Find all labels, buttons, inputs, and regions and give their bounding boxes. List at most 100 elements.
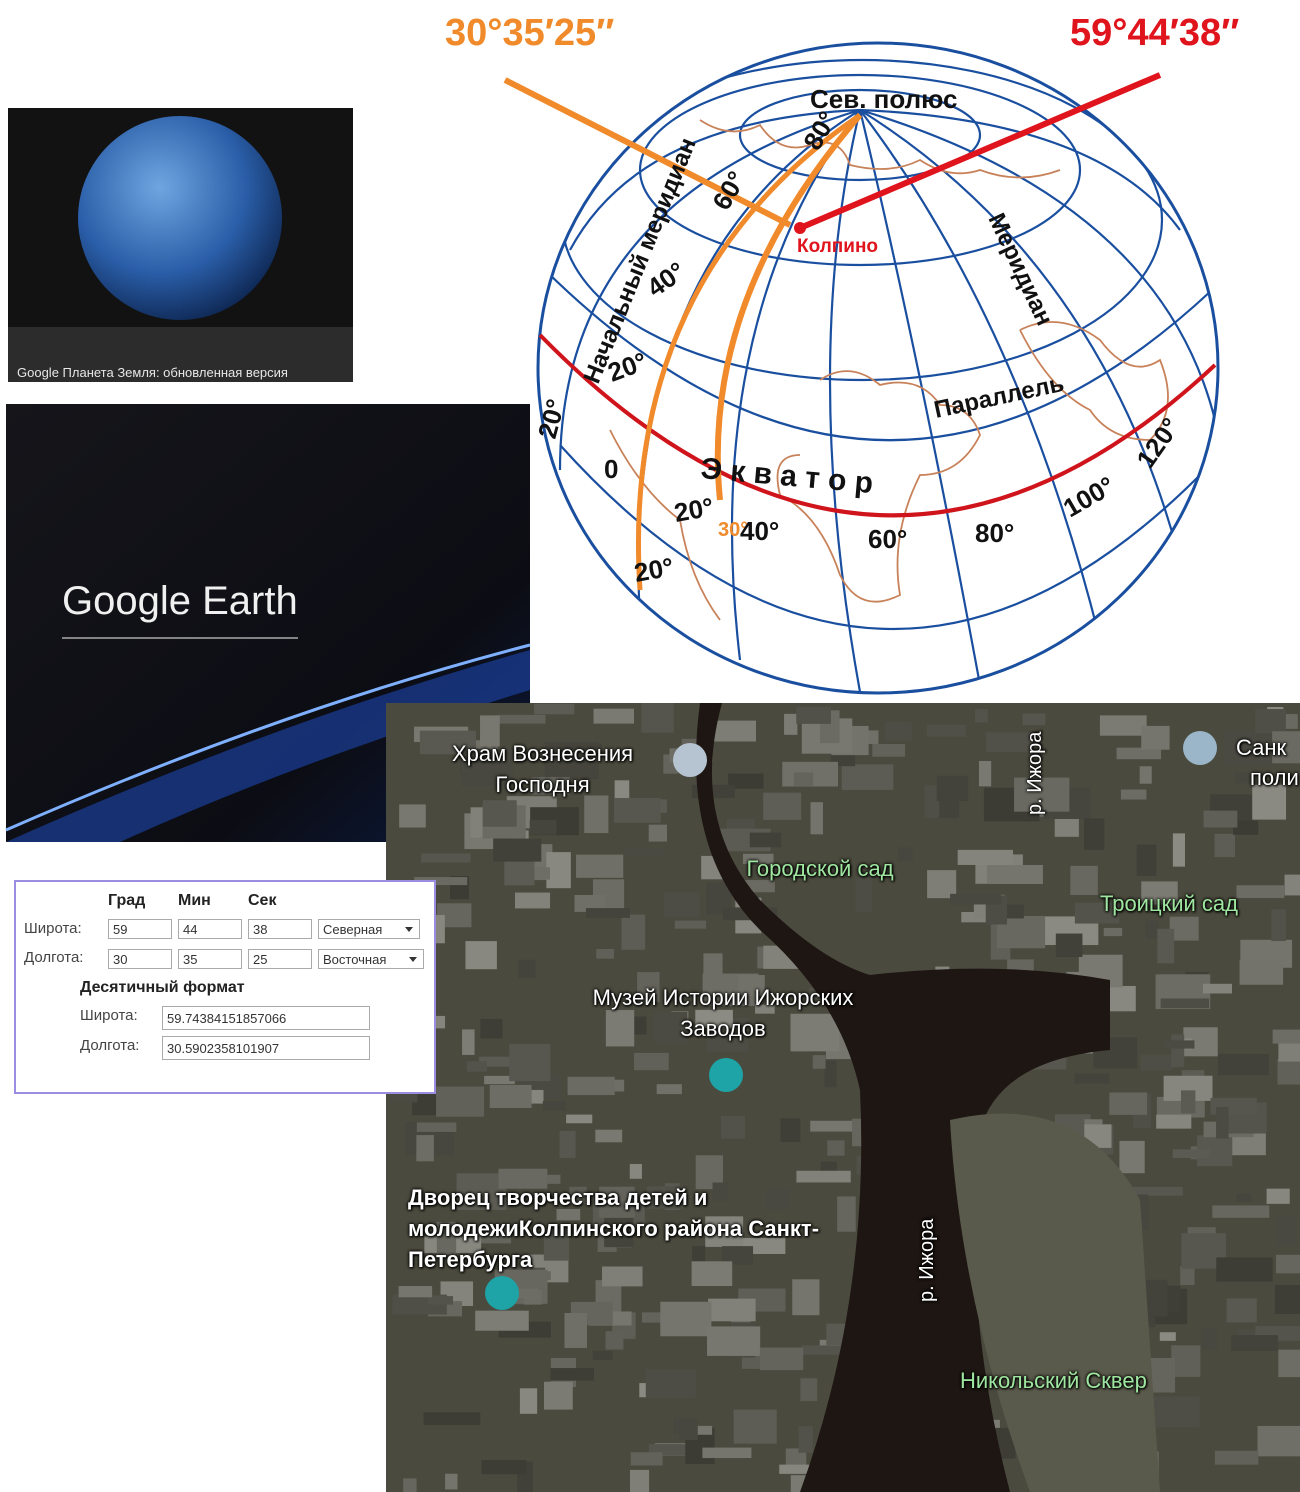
building (1173, 833, 1185, 866)
pin[interactable] (673, 743, 707, 777)
building (1140, 766, 1152, 783)
building (543, 1101, 566, 1110)
pin[interactable] (1183, 731, 1217, 765)
building (1227, 1298, 1257, 1322)
header: Мин (178, 892, 211, 910)
building (566, 1115, 592, 1124)
building (1171, 1345, 1200, 1377)
building (518, 960, 535, 978)
building (546, 852, 571, 888)
building (403, 1478, 416, 1492)
header: Сек (248, 892, 276, 910)
row-label: Долгота: (80, 1037, 139, 1054)
building (1273, 1030, 1300, 1044)
building (1255, 709, 1286, 733)
building (606, 1331, 624, 1350)
page: Google Планета Земля: обновленная версия… (0, 0, 1300, 1492)
latitude-label: 59°44′38″ (1070, 12, 1239, 54)
building (1141, 726, 1169, 750)
minute-input[interactable]: 35 (178, 949, 242, 969)
building (1218, 1054, 1269, 1075)
building (1278, 1350, 1300, 1377)
building (784, 714, 797, 735)
building (630, 1164, 642, 1179)
building (1141, 1055, 1173, 1071)
decimal-input[interactable]: 59.74384151857066 (162, 1006, 370, 1030)
building (1237, 1194, 1251, 1202)
building (1173, 1149, 1210, 1158)
hemisphere-select[interactable]: Восточная (318, 949, 424, 969)
building (708, 1299, 756, 1322)
building (1216, 1107, 1229, 1139)
building (1121, 790, 1147, 800)
hemisphere-select[interactable]: Северная (318, 919, 420, 939)
building (1212, 1205, 1269, 1217)
second-input[interactable]: 25 (248, 949, 312, 969)
building (520, 1388, 537, 1414)
building (721, 1116, 745, 1139)
building (1231, 1335, 1278, 1351)
building (1160, 1332, 1176, 1341)
building (593, 1351, 613, 1360)
building (1171, 1034, 1184, 1067)
degree-input[interactable]: 30 (108, 949, 172, 969)
building (421, 853, 470, 862)
kolpino-point (794, 222, 806, 234)
decimal-input[interactable]: 30.5902358101907 (162, 1036, 370, 1060)
building (1161, 998, 1209, 1008)
second-input[interactable]: 38 (248, 919, 312, 939)
building (475, 1311, 529, 1331)
building (1157, 929, 1174, 963)
building (1277, 1217, 1296, 1245)
building (1275, 1285, 1300, 1314)
building (1181, 1090, 1195, 1113)
pin[interactable] (485, 1276, 519, 1310)
degree-mark: 80° (975, 518, 1014, 548)
building (1151, 1396, 1199, 1427)
building (596, 949, 614, 959)
building (534, 704, 574, 715)
building (702, 1448, 751, 1458)
earth-image (78, 116, 282, 320)
building (483, 800, 517, 827)
building (1215, 834, 1235, 857)
building (634, 1053, 669, 1070)
building (1165, 1040, 1194, 1048)
building (987, 865, 1043, 884)
building (1119, 1141, 1144, 1173)
building (799, 1426, 813, 1453)
building (1204, 811, 1238, 828)
building (586, 908, 630, 918)
building (480, 1019, 502, 1039)
map-label: Дворец творчества детей и молодежиКолпин… (408, 1182, 828, 1275)
building (428, 1296, 453, 1305)
building (1271, 909, 1286, 941)
building (1100, 715, 1147, 735)
building (417, 1122, 457, 1132)
building (399, 804, 426, 827)
building (872, 744, 905, 757)
building (750, 833, 782, 848)
minute-input[interactable]: 44 (178, 919, 242, 939)
building (550, 1368, 594, 1381)
building (1180, 1266, 1194, 1285)
building (680, 1419, 698, 1440)
building (1070, 866, 1098, 895)
building (544, 1382, 573, 1410)
pin[interactable] (709, 1058, 743, 1092)
building (810, 1121, 852, 1132)
degree-mark: 60° (868, 524, 907, 554)
map-label: поли (1250, 762, 1299, 793)
pole-label: Сев. полюс (810, 84, 957, 114)
building (584, 796, 608, 834)
building (641, 703, 673, 733)
degree-mark: 40° (740, 516, 779, 546)
row-label: Широта: (24, 920, 82, 937)
building (1278, 1059, 1300, 1085)
building (842, 764, 894, 790)
degree-input[interactable]: 59 (108, 919, 172, 939)
building (810, 802, 822, 834)
city-label: Колпино (797, 236, 878, 257)
building (1104, 928, 1122, 936)
building (664, 892, 699, 917)
